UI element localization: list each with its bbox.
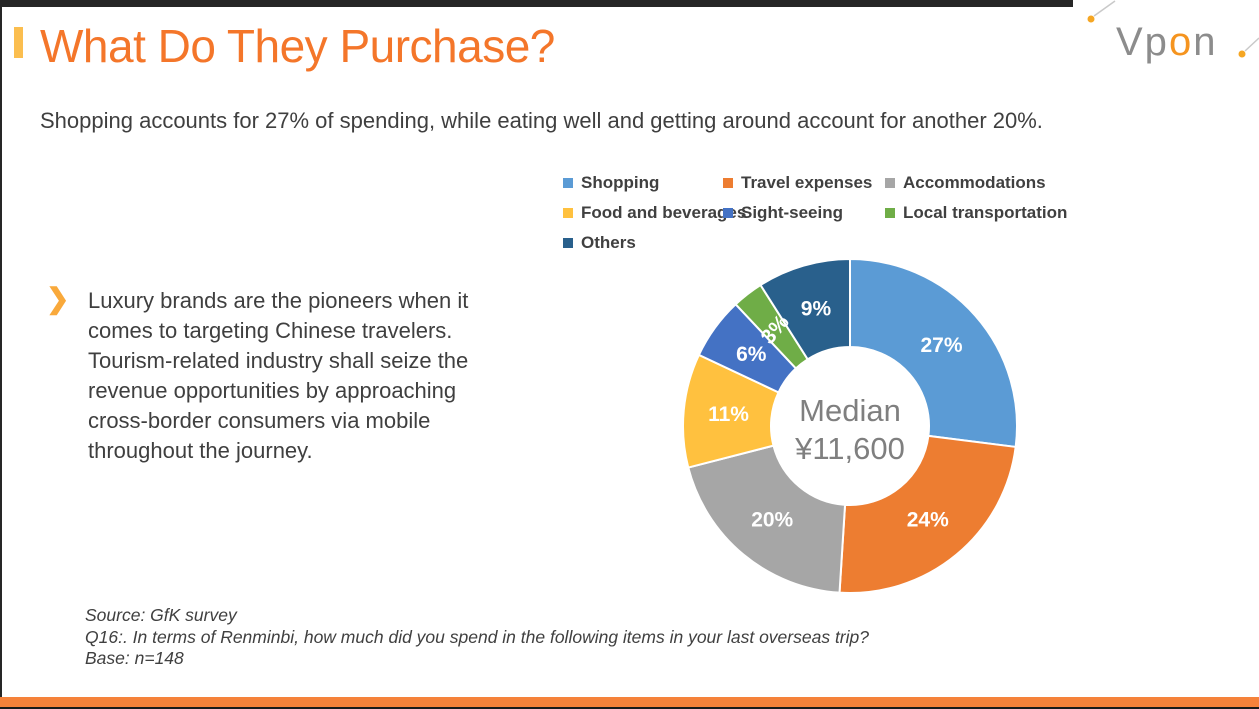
legend-label: Sight-seeing: [741, 203, 844, 222]
donut-slice: [849, 257, 1018, 449]
legend-swatch-icon: [723, 208, 733, 218]
logo-text-orange: o: [1168, 20, 1194, 64]
vpon-logo: Vpon: [1116, 20, 1217, 65]
footnote-base: Base: n=148: [85, 648, 184, 668]
donut-slice: [838, 434, 1017, 594]
legend-label: Accommodations: [903, 173, 1046, 192]
legend-swatch-icon: [885, 208, 895, 218]
legend-item: Local transportation: [885, 198, 1067, 228]
footnote-source: Source: GfK survey: [85, 605, 237, 625]
legend-item: Accommodations: [885, 168, 1067, 198]
center-label-median: Median: [799, 393, 901, 428]
legend-item: Others: [563, 228, 723, 258]
donut-chart: 27%24%20%11%6%3%9% Median ¥11,600: [682, 257, 1018, 594]
chevron-bullet-icon: ❯: [46, 283, 70, 314]
subtitle: Shopping accounts for 27% of spending, w…: [40, 108, 1043, 133]
legend-item: Sight-seeing: [723, 198, 885, 228]
chart-legend: Shopping Travel expenses Accommodations Foo…: [563, 168, 1067, 258]
top-frame-bar: [0, 0, 1073, 7]
legend-item: Travel expenses: [723, 168, 885, 198]
left-frame-edge: [0, 0, 2, 709]
legend-label: Others: [581, 233, 636, 252]
logo-text: n: [1193, 20, 1218, 64]
slice-label: 11%: [708, 403, 749, 426]
slice-label: 24%: [907, 509, 949, 532]
legend-label: Shopping: [581, 173, 660, 192]
legend-label: Food and beverages: [581, 203, 747, 222]
logo-text: Vp: [1116, 20, 1169, 64]
legend-item: Food and beverages: [563, 198, 746, 228]
legend-item: Shopping: [563, 168, 723, 198]
footnote-question: Q16:. In terms of Renminbi, how much did…: [85, 626, 869, 647]
title-bullet-marker: [14, 27, 23, 58]
slice-label: 9%: [801, 297, 832, 320]
legend-swatch-icon: [563, 238, 573, 248]
legend-label: Local transportation: [903, 203, 1068, 222]
deco-line: [1244, 37, 1259, 52]
legend-swatch-icon: [563, 208, 573, 218]
deco-line: [1093, 0, 1116, 17]
donut-slice: [759, 257, 851, 361]
slice-label: 20%: [751, 509, 793, 532]
slice-label: 6%: [736, 343, 767, 366]
legend-swatch-icon: [723, 178, 733, 188]
footnotes: Source: GfK survey Q16:. In terms of Ren…: [85, 605, 869, 670]
legend-swatch-icon: [563, 178, 573, 188]
legend-label: Travel expenses: [741, 173, 873, 192]
donut-slices: [682, 257, 1018, 594]
deco-dot: [1087, 15, 1095, 23]
legend-swatch-icon: [885, 178, 895, 188]
slice-label: 27%: [920, 334, 962, 357]
donut-slice: [687, 444, 847, 594]
center-label-value: ¥11,600: [794, 431, 905, 466]
body-text: Luxury brands are the pioneers when it c…: [88, 288, 469, 463]
bottom-accent-bar: [0, 697, 1259, 707]
deco-dot: [1238, 50, 1246, 58]
page-title: What Do They Purchase?: [40, 20, 555, 72]
bottom-frame-edge: [0, 707, 1259, 709]
